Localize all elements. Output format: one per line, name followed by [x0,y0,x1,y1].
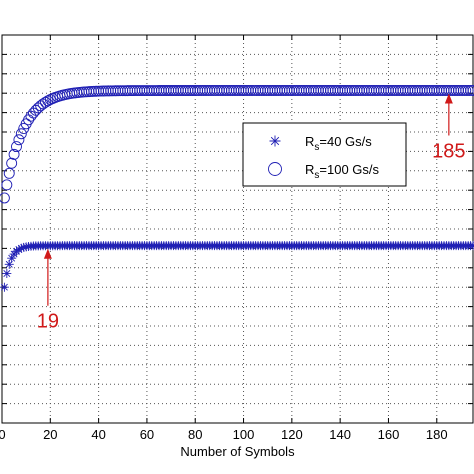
x-tick-label: 80 [188,427,202,442]
data-point [15,128,27,140]
x-axis-label: Number of Symbols [180,444,295,459]
annotation-label: 19 [37,311,59,333]
x-tick-label: 40 [91,427,105,442]
annotation: 19 [37,248,59,333]
data-point [465,85,474,96]
data-point [0,192,10,204]
legend-entry: Rs=100 Gs/s [268,162,380,181]
data-point [462,85,474,96]
annotations: 19 185 [37,93,466,333]
x-tick-label: 60 [140,427,154,442]
x-axis: 0 20 40 60 80 100 120 140 160 180 [0,35,473,442]
series-1 [0,241,474,292]
series-2 [0,85,474,204]
data-point [467,85,474,96]
x-tick-label: 180 [426,427,448,442]
x-tick-label: 0 [0,427,6,442]
data-point [19,242,29,252]
data-point [11,141,22,153]
data-point [13,134,25,146]
data-point [269,135,281,147]
data-point [42,95,54,107]
data-point [468,241,474,251]
data-point [8,148,20,160]
annotation-arrowhead [444,93,453,104]
data-point [7,253,17,263]
legend-entry: Rs=40 Gs/s [269,134,372,153]
annotation-label: 185 [432,140,465,162]
legend-label: Rs=40 Gs/s [305,134,372,153]
data-point [0,282,9,292]
data-point [2,269,12,279]
legend-box [242,122,407,187]
data-point [6,157,18,169]
data-point [460,85,472,96]
legend-label: Rs=100 Gs/s [305,162,380,181]
legend: Rs=40 Gs/s Rs=100 Gs/s [242,122,407,187]
annotation-arrowhead [43,248,52,259]
data-point [3,167,15,179]
x-tick-label: 20 [43,427,57,442]
data-point [268,162,282,176]
x-tick-label: 120 [281,427,303,442]
data-point [1,179,13,191]
data-point [14,244,24,254]
x-tick-label: 140 [329,427,351,442]
data-point [4,259,14,269]
data-point [16,243,26,253]
series-layer [0,85,474,292]
x-tick-label: 160 [378,427,400,442]
annotation: 185 [432,93,466,162]
x-tick-label: 100 [233,427,255,442]
